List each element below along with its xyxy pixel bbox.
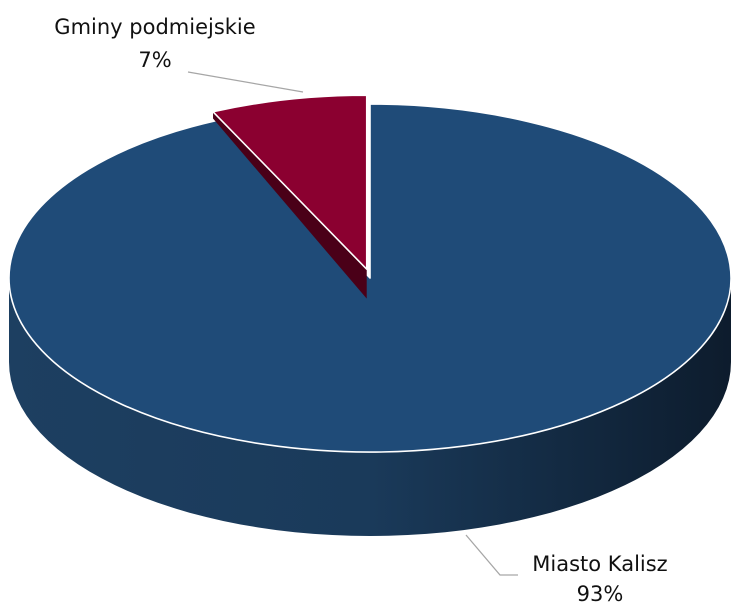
slice-top-gminy-podmiejskie [212, 94, 368, 271]
slice-value-kalisz: 93% [577, 582, 624, 606]
slices-group [8, 94, 732, 536]
label-group-kalisz: Miasto Kalisz 93% [465, 534, 668, 606]
slice-label-kalisz: Miasto Kalisz [532, 552, 667, 576]
slice-top-miasto-kalisz [8, 103, 732, 453]
slice-value-gminy: 7% [138, 48, 171, 72]
leader-line-gminy [187, 71, 304, 93]
label-group-gminy: Gminy podmiejskie 7% [54, 15, 304, 93]
slice-side-miasto-kalisz [9, 278, 731, 536]
leader-line-kalisz [465, 534, 518, 576]
slice-label-gminy: Gminy podmiejskie [54, 15, 255, 39]
slice-wall-gminy-podmiejskie [213, 111, 367, 299]
